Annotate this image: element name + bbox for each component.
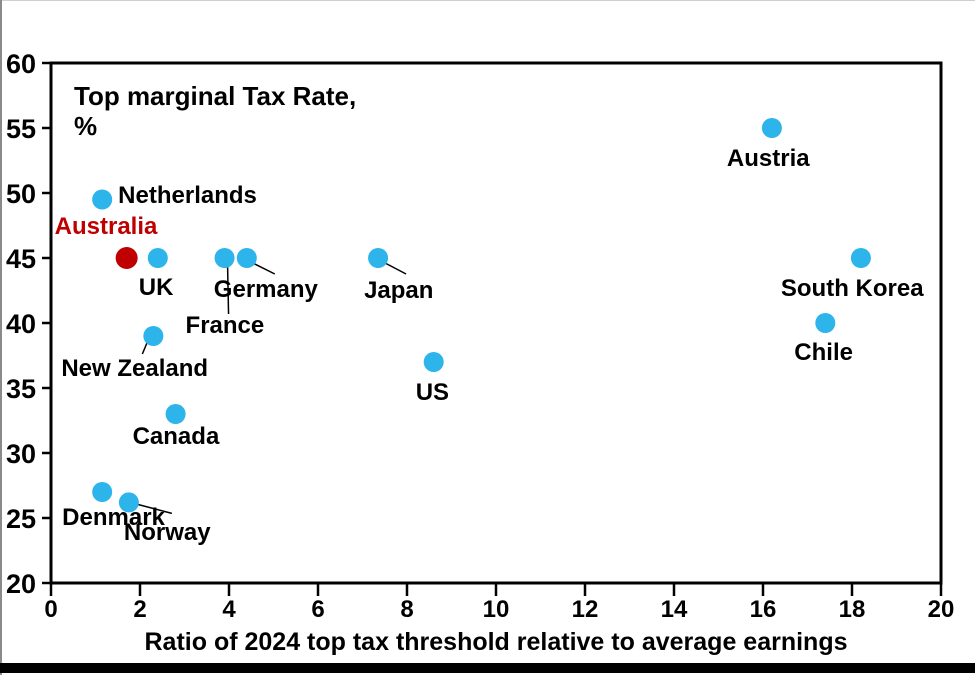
x-tick-label: 4	[222, 596, 236, 623]
point-label-germany: Germany	[213, 276, 318, 303]
point-label-austria: Austria	[726, 145, 810, 172]
x-tick-label: 14	[661, 596, 688, 623]
data-point-france	[214, 248, 235, 268]
y-tick-label: 40	[6, 309, 36, 339]
y-tick-label: 45	[6, 244, 36, 274]
data-point-chile	[815, 313, 836, 333]
y-tick-label: 35	[6, 374, 36, 404]
data-point-australia	[115, 247, 138, 269]
point-label-us: US	[415, 379, 450, 406]
point-label-south-korea: South Korea	[780, 275, 924, 302]
leader-line-france	[226, 263, 230, 315]
point-label-uk: UK	[138, 274, 174, 301]
x-tick-label: 10	[483, 596, 510, 623]
data-point-japan	[368, 248, 389, 268]
point-label-norway: Norway	[123, 519, 211, 547]
data-point-norway	[118, 492, 139, 513]
y-tick-label: 30	[6, 439, 36, 469]
data-point-denmark	[92, 482, 113, 502]
plot-title: Top marginal Tax Rate, %	[74, 81, 357, 141]
top-edge-line	[0, 0, 975, 1]
point-label-new-zealand: New Zealand	[61, 355, 209, 382]
x-tick-label: 20	[928, 596, 955, 623]
leader-line-japan	[384, 262, 407, 275]
left-edge-line	[0, 0, 2, 675]
data-point-germany	[236, 248, 257, 268]
x-tick-label: 8	[400, 596, 413, 623]
x-tick-label: 12	[572, 596, 599, 623]
point-label-denmark: Denmark	[62, 504, 165, 531]
x-tick-label: 18	[839, 596, 866, 623]
plot-frame	[49, 61, 943, 585]
bottom-border-bar	[0, 663, 975, 673]
point-label-france: France	[185, 312, 265, 339]
data-point-us	[423, 352, 444, 372]
y-tick-label: 50	[6, 179, 36, 209]
point-label-netherlands: Netherlands	[118, 181, 257, 209]
y-tick-label: 25	[6, 504, 36, 534]
data-point-austria	[761, 118, 782, 138]
data-point-canada	[165, 404, 186, 424]
data-point-new-zealand	[143, 326, 164, 346]
point-label-japan: Japan	[364, 277, 434, 304]
data-point-uk	[147, 248, 168, 268]
data-point-south-korea	[850, 248, 871, 268]
point-label-canada: Canada	[132, 423, 220, 450]
leader-line-new-zealand	[141, 341, 149, 355]
point-label-chile: Chile	[794, 339, 853, 366]
leader-line-germany	[252, 262, 276, 275]
data-point-netherlands	[92, 189, 113, 210]
point-label-australia: Australia	[54, 213, 158, 240]
x-tick-label: 2	[133, 596, 146, 623]
y-tick-label: 20	[6, 569, 36, 599]
y-tick-label: 60	[6, 49, 36, 79]
y-tick-label: 55	[6, 114, 36, 144]
x-axis-title: Ratio of 2024 top tax threshold relative…	[144, 628, 848, 656]
x-tick-label: 6	[311, 596, 324, 623]
x-tick-label: 0	[44, 596, 57, 623]
x-tick-label: 16	[750, 596, 777, 623]
leader-line-norway	[133, 502, 173, 515]
